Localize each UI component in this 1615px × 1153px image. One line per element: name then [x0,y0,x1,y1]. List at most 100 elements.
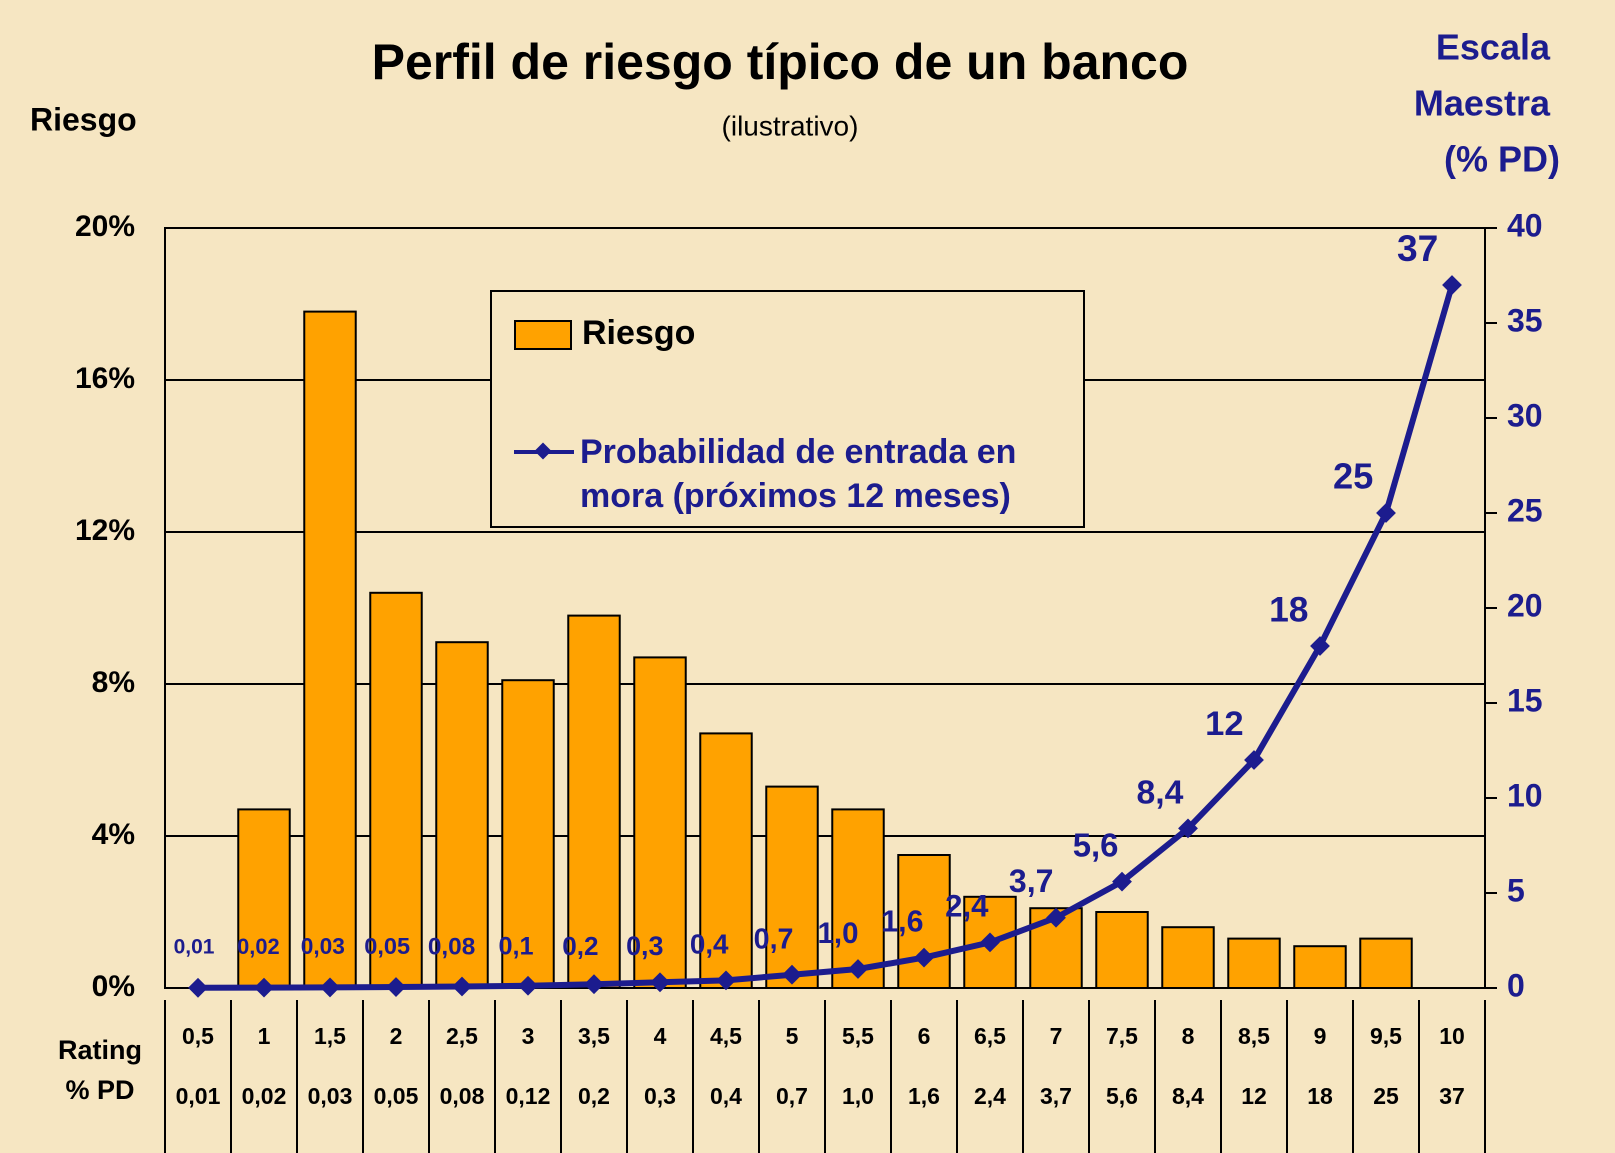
bar [369,591,423,989]
data-label: 1,0 [817,917,858,950]
y-tick-label: 8% [92,666,135,699]
bar [1095,911,1149,989]
y-axis-label: Riesgo [30,101,137,137]
pd-label: 5,6 [1106,1083,1138,1109]
data-label: 0,3 [626,931,663,961]
x-tick-label: 6 [918,1023,931,1049]
y2-axis-label: (% PD) [1444,139,1560,180]
line-marker [716,970,736,991]
y2-tick-label: 0 [1507,967,1525,1003]
pd-label: 37 [1439,1083,1465,1109]
line-marker [254,977,274,998]
x-tick-label: 10 [1439,1023,1465,1049]
data-label: 0,2 [562,931,598,961]
x-tick-label: 3,5 [578,1023,610,1049]
row-label: Rating [58,1035,142,1065]
line-marker [584,974,604,995]
pd-label: 2,4 [974,1083,1006,1109]
x-tick-label: 6,5 [974,1023,1006,1049]
data-label: 0,01 [174,936,215,959]
line [197,284,1455,991]
pd-label: 18 [1307,1083,1333,1109]
bar [1161,926,1215,990]
bar [303,310,357,990]
x-tick-label: 8 [1182,1023,1195,1049]
bar [765,785,819,989]
pd-label: 0,02 [242,1083,287,1109]
line-marker [914,947,934,968]
data-label: 0,02 [237,934,280,959]
line-marker [386,977,406,997]
line-marker [188,977,208,998]
legend-label: Probabilidad de entrada en mora (próximo… [580,433,1017,515]
line-marker [1310,636,1330,656]
x-tick-label: 2 [390,1023,403,1049]
y-tick-label: 4% [92,818,135,851]
y-tick-label: 20% [75,210,135,243]
bar [567,614,621,989]
x-tick-label: 5 [786,1023,799,1049]
y2-axis-label: Escala [1436,27,1551,68]
x-tick-label: 3 [522,1023,535,1049]
row-label: % PD [65,1075,134,1105]
pd-label: 0,03 [308,1083,353,1109]
pd-label: 8,4 [1172,1083,1204,1109]
bar [699,732,753,990]
data-label: 18 [1269,589,1308,629]
legend-label: Riesgo [582,314,696,352]
pd-label: 0,01 [176,1083,221,1109]
data-label: 0,03 [301,933,345,959]
line-marker [980,932,1000,953]
line-marker [1376,503,1396,523]
legend-marker [534,442,552,460]
bar [1293,945,1347,990]
pd-label: 12 [1241,1083,1267,1109]
y2-tick-label: 20 [1507,587,1543,623]
y2-tick-label: 35 [1507,302,1543,338]
chart-title: Perfil de riesgo típico de un banco [372,34,1189,90]
bar [435,641,489,989]
x-tick-label: 9 [1314,1023,1327,1049]
y2-tick-label: 30 [1507,397,1543,433]
y-tick-label: 0% [92,970,135,1003]
line-marker [1178,818,1198,839]
data-label: 0,05 [364,933,410,959]
x-tick-label: 8,5 [1238,1023,1270,1049]
x-tick-label: 2,5 [446,1023,478,1049]
line-marker [848,959,868,979]
data-label: 0,08 [428,933,475,960]
line-marker [1442,275,1462,295]
line-marker [782,964,802,985]
pd-label: 0,05 [374,1083,419,1109]
x-tick-label: 4 [654,1023,667,1049]
y2-tick-label: 25 [1507,492,1543,528]
x-tick-label: 7 [1050,1023,1063,1049]
pd-label: 0,2 [578,1083,610,1109]
data-label: 1,6 [881,906,923,939]
data-label: 0,4 [690,929,729,960]
pd-label: 1,6 [908,1083,940,1109]
legend: Riesgo Probabilidad de entrada en mora (… [490,290,1085,528]
pd-label: 0,4 [710,1083,742,1109]
pd-label: 0,3 [644,1083,676,1109]
bar [633,656,687,990]
y2-tick-label: 5 [1507,872,1525,908]
plot-frame [164,227,1486,989]
data-label: 5,6 [1073,826,1119,863]
data-label: 8,4 [1137,773,1184,811]
pd-label: 0,7 [776,1083,808,1109]
x-tick-label: 7,5 [1106,1023,1138,1049]
bar [237,808,291,990]
pd-label: 25 [1373,1083,1399,1109]
bar [1359,937,1413,989]
data-label: 3,7 [1009,863,1054,899]
data-label: 25 [1333,456,1373,497]
y-tick-label: 16% [75,362,135,395]
y2-tick-label: 40 [1507,207,1543,243]
y2-tick-label: 15 [1507,682,1543,718]
line-marker [1112,871,1132,892]
legend-swatch [514,320,572,350]
chart-subtitle: (ilustrativo) [722,110,859,141]
